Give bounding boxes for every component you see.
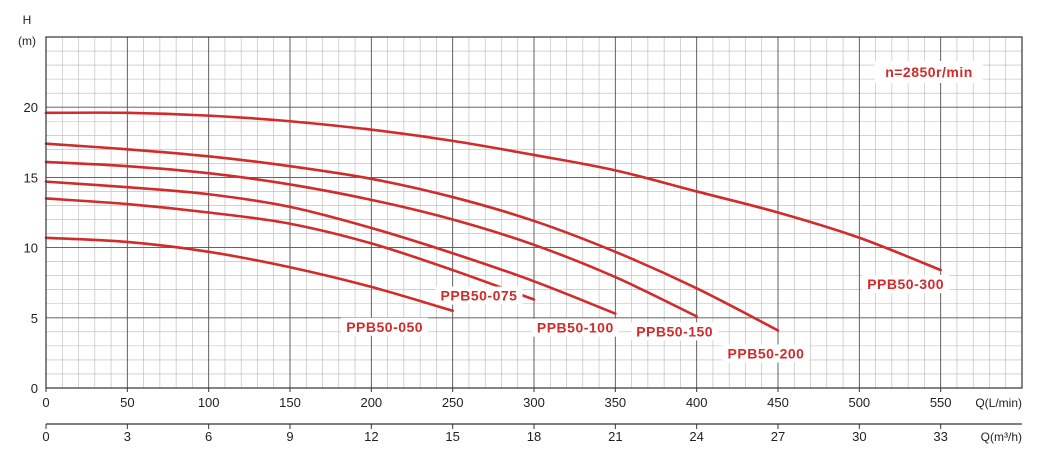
x-tick-label-lmin: 50: [120, 395, 134, 410]
series-layer: [44, 111, 942, 332]
x-tick-label-m3h: 27: [771, 429, 785, 444]
x-tick-label-lmin: 200: [360, 395, 382, 410]
speed-annotation-box: n=2850r/min: [875, 61, 983, 83]
y-tick-label: 10: [24, 241, 38, 256]
x-tick-label-lmin: 150: [279, 395, 301, 410]
x-tick-label-m3h: 33: [933, 429, 947, 444]
series-label-bg-ppb50-050: [341, 317, 429, 336]
speed-annotation: n=2850r/min: [885, 64, 973, 80]
series-label-bg-ppb50-300: [862, 275, 950, 294]
series-line-ppb50-050: [44, 236, 454, 313]
x-tick-label-lmin: 550: [930, 395, 952, 410]
series-label-ppb50-075: PPB50-075: [441, 288, 518, 304]
series-label-ppb50-300: PPB50-300: [867, 276, 944, 292]
series-line-ppb50-100: [44, 180, 617, 315]
series-label-bg-ppb50-200: [722, 344, 810, 363]
y-tick-label: 20: [24, 100, 38, 115]
series-line-ppb50-300: [44, 111, 942, 272]
x-tick-label-lmin: 400: [686, 395, 708, 410]
series-label-ppb50-100: PPB50-100: [537, 320, 614, 336]
series-label-ppb50-150: PPB50-150: [636, 323, 713, 339]
x-tick-label-m3h: 3: [124, 429, 131, 444]
series-line-ppb50-150: [44, 160, 698, 318]
series-label-bg-ppb50-075: [435, 286, 523, 305]
series-label-ppb50-050: PPB50-050: [346, 319, 423, 335]
x-tick-label-lmin: 500: [848, 395, 870, 410]
label-layer: PPB50-050 PPB50-075 PPB50-100 PPB50-150 PPB5…: [341, 275, 950, 363]
x-tick-label-m3h: 24: [689, 429, 703, 444]
x-tick-label-lmin: 350: [604, 395, 626, 410]
y-tick-label: 5: [31, 311, 38, 326]
series-label-bg-ppb50-150: [631, 322, 719, 341]
x-tick-label-m3h: 15: [445, 429, 459, 444]
x-axis-label-lmin: Q(L/min): [975, 396, 1022, 410]
y-tick-label: 15: [24, 170, 38, 185]
x-tick-label-lmin: 100: [198, 395, 220, 410]
x-tick-label-lmin: 450: [767, 395, 789, 410]
x-tick-label-m3h: 9: [286, 429, 293, 444]
x-tick-label-m3h: 12: [364, 429, 378, 444]
x-tick-label-m3h: 18: [527, 429, 541, 444]
y-axis-unit: (m): [18, 34, 36, 48]
series-label-ppb50-200: PPB50-200: [728, 345, 805, 361]
series-label-bg-ppb50-100: [531, 318, 619, 337]
y-tick-label: 0: [31, 381, 38, 396]
x-tick-label-lmin: 300: [523, 395, 545, 410]
series-line-ppb50-075: [44, 197, 536, 301]
y-axis-symbol: H: [23, 13, 32, 27]
x-tick-label-m3h: 30: [852, 429, 866, 444]
speed-annotation-bg: [875, 61, 983, 83]
x-tick-label-lmin: 250: [442, 395, 464, 410]
x-tick-label-m3h: 0: [42, 429, 49, 444]
x-tick-label-m3h: 21: [608, 429, 622, 444]
x-tick-label-lmin: 0: [42, 395, 49, 410]
series-line-ppb50-200: [44, 142, 780, 332]
x-axis-label-m3h: Q(m³/h): [981, 430, 1022, 444]
x-tick-label-m3h: 6: [205, 429, 212, 444]
